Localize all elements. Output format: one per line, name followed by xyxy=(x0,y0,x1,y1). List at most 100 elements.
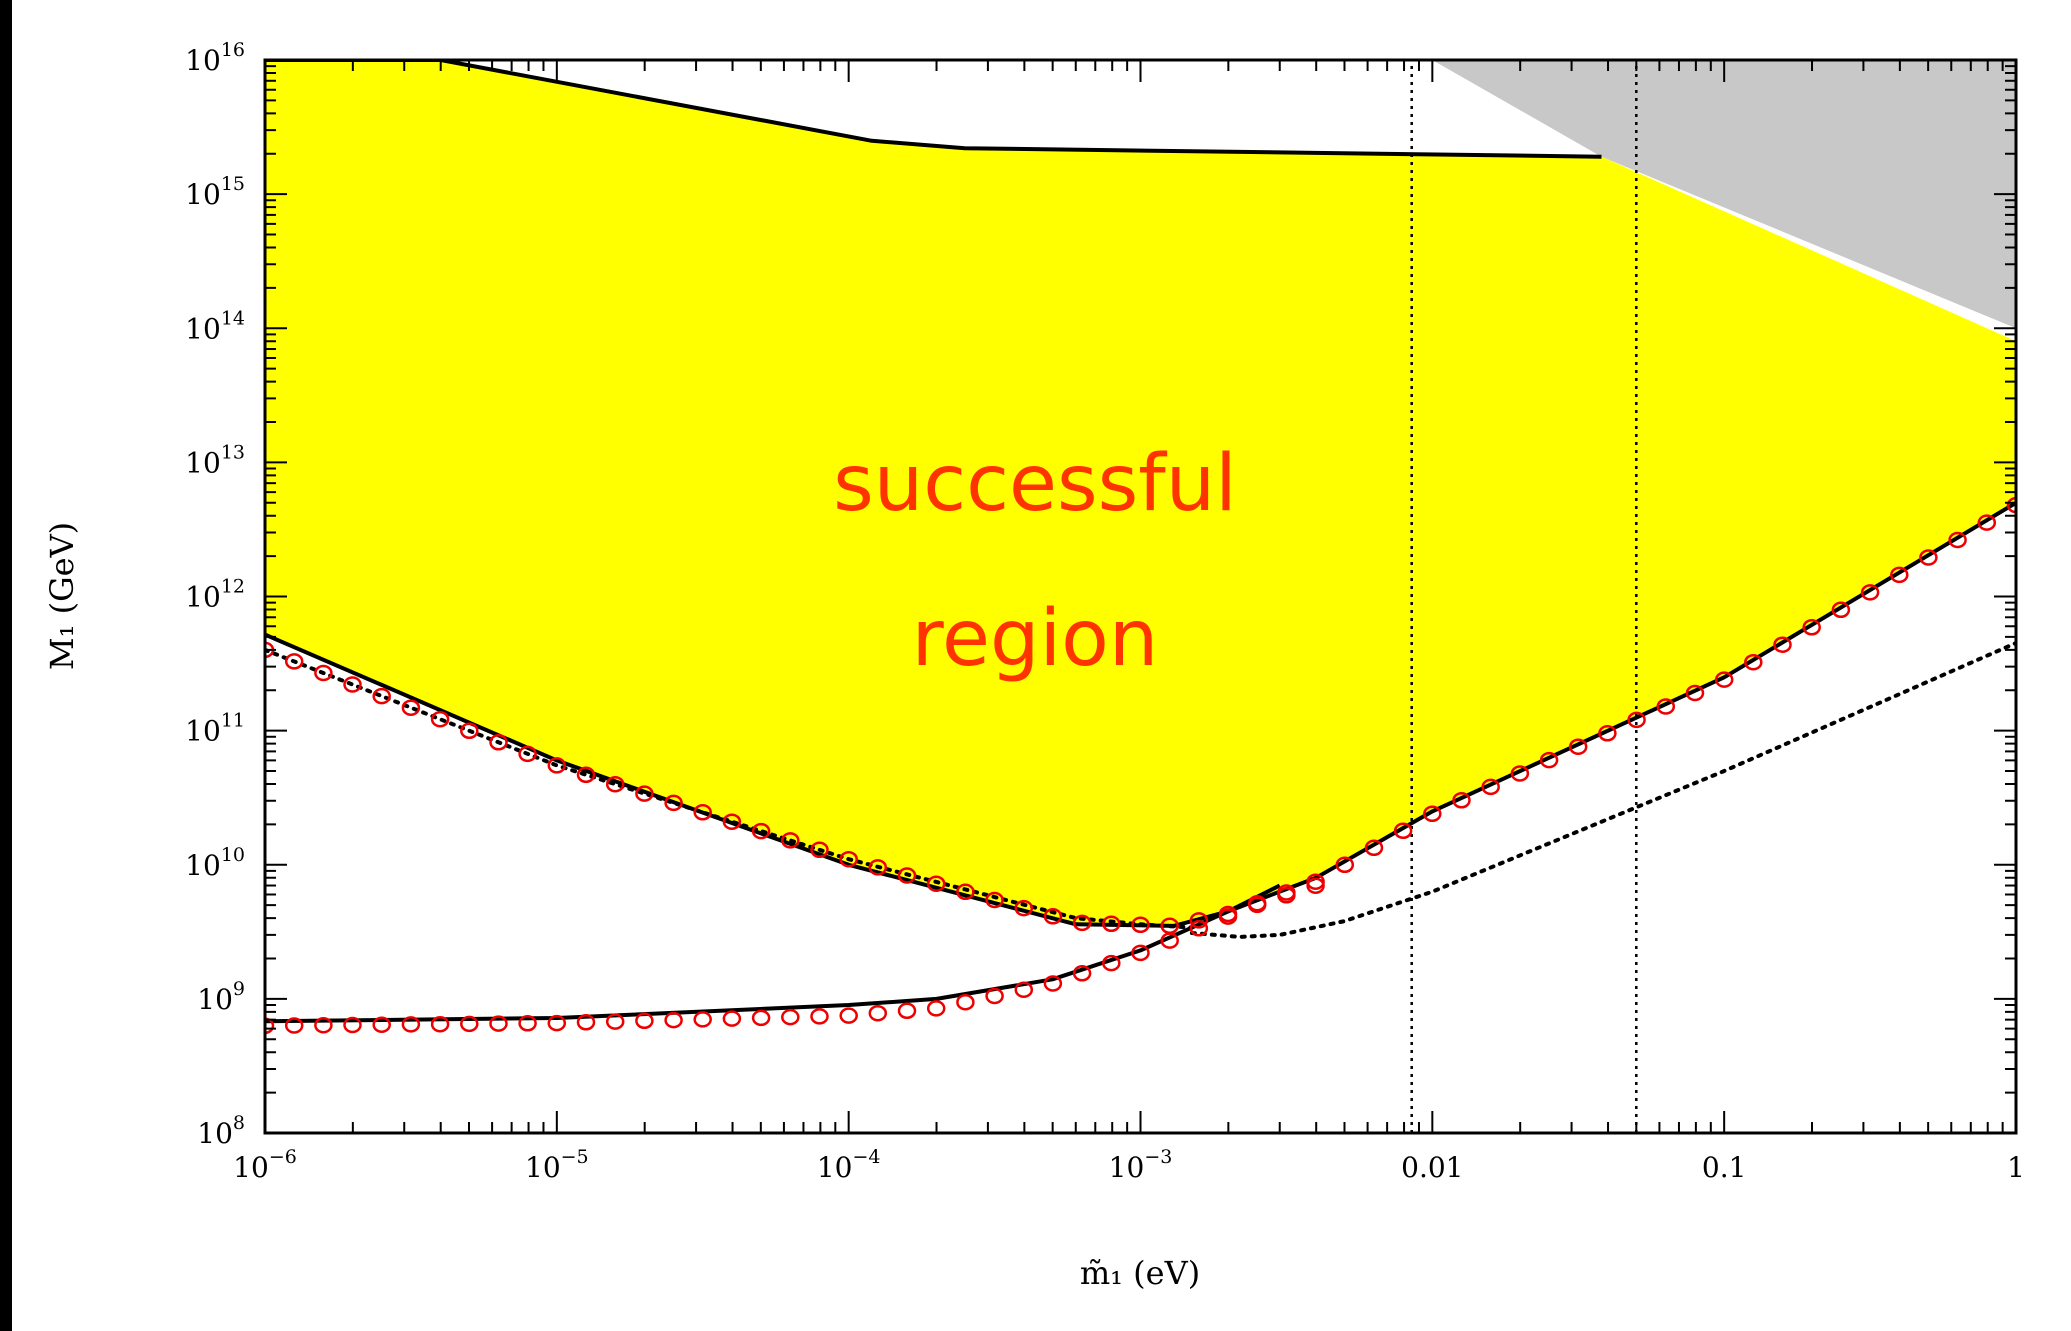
circle-marker xyxy=(1102,915,1121,933)
circle-marker xyxy=(722,813,742,830)
circle-marker xyxy=(810,1008,829,1025)
circle-marker xyxy=(401,699,421,716)
circle-marker xyxy=(1831,601,1851,619)
circle-marker xyxy=(868,1004,888,1022)
x-axis-title: m̃₁ (eV) xyxy=(1080,1254,1200,1292)
circle-marker xyxy=(547,1014,567,1032)
circle-marker xyxy=(1890,566,1909,584)
x-tick-label-exponent: −4 xyxy=(852,1146,880,1168)
y-tick-label-exponent: 12 xyxy=(221,576,245,598)
solid-curve-1 xyxy=(265,60,1602,159)
circle-marker xyxy=(839,850,858,868)
circle-marker xyxy=(1335,856,1355,874)
x-tick-label: 1 xyxy=(2007,1151,2025,1184)
circle-marker xyxy=(1306,877,1325,894)
circle-marker xyxy=(1773,636,1792,653)
circle-marker xyxy=(1043,908,1063,925)
circle-marker xyxy=(926,875,946,892)
circle-marker xyxy=(372,1016,391,1033)
circle-marker xyxy=(868,859,888,876)
circle-marker xyxy=(926,1000,946,1017)
y-tick-label-exponent: 16 xyxy=(221,39,245,61)
x-tick-label-exponent: −6 xyxy=(269,1146,297,1168)
circle-marker xyxy=(693,1011,712,1028)
circle-marker xyxy=(314,1016,333,1034)
circle-marker xyxy=(1014,899,1034,917)
y-tick-label-exponent: 14 xyxy=(221,307,245,329)
circle-marker xyxy=(1189,920,1209,937)
circle-marker xyxy=(751,822,771,840)
circle-marker xyxy=(1481,778,1500,796)
circle-marker xyxy=(605,775,625,793)
y-tick-label-exponent: 9 xyxy=(233,978,245,1000)
circle-marker xyxy=(781,832,800,849)
circle-marker xyxy=(1802,619,1821,636)
circle-marker xyxy=(1393,822,1413,840)
circle-marker xyxy=(751,1009,771,1027)
circle-marker xyxy=(1247,896,1267,914)
circle-marker xyxy=(664,794,683,812)
circle-marker xyxy=(1131,916,1150,934)
y-tick-label-exponent: 11 xyxy=(221,710,245,732)
circle-marker xyxy=(635,785,654,802)
y-tick-label-exponent: 15 xyxy=(221,173,245,195)
circle-marker xyxy=(489,734,508,751)
circle-marker xyxy=(1218,908,1238,925)
circle-marker xyxy=(1919,549,1938,566)
circle-marker xyxy=(985,987,1004,1005)
circle-marker xyxy=(1568,738,1588,755)
circle-marker xyxy=(576,766,596,784)
circle-marker xyxy=(2006,496,2016,514)
circle-marker xyxy=(1510,765,1530,782)
y-axis-title: M₁ (GeV) xyxy=(43,522,81,670)
circle-marker xyxy=(1452,792,1471,809)
circle-marker xyxy=(810,841,829,859)
circle-marker xyxy=(1977,514,1997,531)
plot-frame xyxy=(263,58,2018,1135)
circle-marker xyxy=(265,1017,275,1035)
region-layer xyxy=(265,60,2016,926)
annotation-line-2: region xyxy=(912,594,1159,684)
circle-marker xyxy=(518,745,537,763)
circle-marker xyxy=(897,1002,917,1020)
excluded-region xyxy=(1432,60,2016,329)
y-tick-label-exponent: 8 xyxy=(233,1112,245,1134)
circle-marker xyxy=(576,1014,596,1031)
circle-marker xyxy=(430,1015,450,1033)
circle-marker xyxy=(547,757,567,774)
y-tick-label-exponent: 10 xyxy=(221,844,245,866)
circle-marker xyxy=(956,993,975,1011)
circle-marker xyxy=(518,1015,537,1032)
y-tick-label: 1014 xyxy=(185,307,245,345)
circle-marker xyxy=(1014,981,1034,998)
successful-region xyxy=(265,60,2016,926)
circle-marker xyxy=(489,1015,508,1032)
circle-marker xyxy=(1072,914,1092,932)
circle-marker xyxy=(664,1011,683,1029)
circle-marker xyxy=(460,1015,479,1033)
circle-marker xyxy=(1189,912,1209,929)
circle-marker xyxy=(1685,684,1705,702)
circle-marker xyxy=(1627,711,1646,729)
circle-marker xyxy=(1277,887,1296,904)
circle-marker xyxy=(693,804,712,821)
circle-marker xyxy=(1364,839,1384,857)
circle-marker xyxy=(1948,531,1967,549)
circle-marker xyxy=(897,867,917,884)
circle-marker xyxy=(401,1016,421,1033)
x-tick-label-exponent: −5 xyxy=(561,1146,589,1168)
x-tick-label: 0.1 xyxy=(1702,1151,1747,1184)
annotation-line-1: successful xyxy=(833,439,1237,529)
circle-marker xyxy=(1744,653,1763,671)
circle-marker xyxy=(343,1016,362,1034)
circle-marker xyxy=(1072,965,1092,982)
circle-marker-layer xyxy=(265,496,2016,1035)
solid-curve-2 xyxy=(265,501,2016,928)
circle-marker xyxy=(1714,671,1734,688)
circle-marker xyxy=(1131,944,1150,962)
circle-marker xyxy=(1539,751,1559,769)
circle-marker xyxy=(1423,805,1442,823)
circle-marker xyxy=(460,722,479,740)
